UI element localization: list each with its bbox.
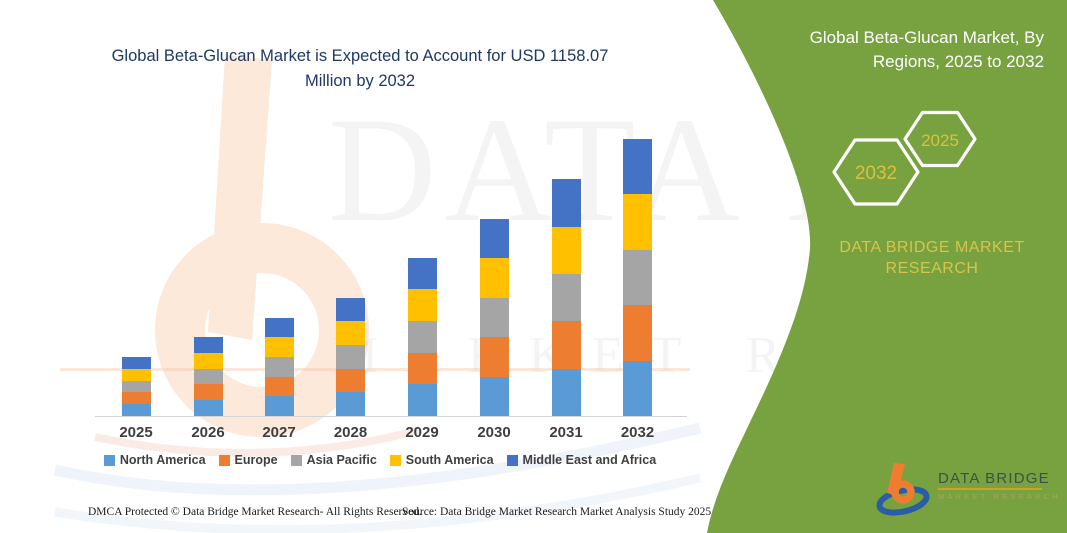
x-label-2026: 2026 bbox=[191, 424, 225, 441]
segment-north-america bbox=[551, 368, 581, 416]
dbmr-logo: DATA BRIDGE MARKET RESEARCH bbox=[876, 462, 1058, 516]
segment-europe bbox=[121, 392, 151, 405]
segment-europe bbox=[623, 305, 652, 361]
legend-item-asia-pacific: Asia Pacific bbox=[290, 453, 377, 467]
segment-south-america bbox=[336, 321, 365, 345]
bar-2031 bbox=[551, 179, 581, 416]
hexagon-2025 bbox=[903, 110, 977, 168]
segment-asia-pacific bbox=[407, 320, 437, 353]
legend-label-north-america: North America bbox=[119, 453, 206, 467]
segment-asia-pacific bbox=[623, 249, 652, 306]
segment-north-america bbox=[623, 360, 652, 416]
legend-swatch-south-america bbox=[389, 454, 401, 466]
legend-item-europe: Europe bbox=[218, 453, 278, 467]
brand-line-1: DATA BRIDGE MARKET bbox=[839, 239, 1025, 256]
bar-2030 bbox=[479, 218, 509, 416]
bar-2029 bbox=[407, 257, 437, 416]
segment-europe bbox=[336, 368, 365, 393]
legend-swatch-north-america bbox=[103, 454, 115, 466]
dbmr-logo-icon bbox=[876, 463, 930, 516]
segment-north-america bbox=[479, 376, 509, 416]
segment-north-america bbox=[336, 392, 365, 416]
legend-label-europe: Europe bbox=[234, 453, 278, 467]
hexagon-2025-label: 2025 bbox=[921, 131, 959, 150]
segment-europe bbox=[193, 384, 223, 401]
legend-label-middle-east-and-africa: Middle East and Africa bbox=[522, 453, 657, 467]
x-label-2027: 2027 bbox=[262, 424, 296, 441]
legend-item-north-america: North America bbox=[103, 453, 206, 467]
footer-dmca: DMCA Protected © Data Bridge Market Rese… bbox=[88, 506, 422, 518]
x-label-2028: 2028 bbox=[333, 424, 368, 441]
x-label-2032: 2032 bbox=[620, 424, 655, 441]
segment-asia-pacific bbox=[551, 273, 581, 322]
legend-swatch-asia-pacific bbox=[290, 454, 302, 466]
segment-europe bbox=[551, 321, 581, 369]
segment-middle-east-and-africa bbox=[479, 218, 509, 259]
segment-south-america bbox=[479, 258, 509, 298]
segment-europe bbox=[264, 376, 294, 397]
segment-north-america bbox=[264, 396, 294, 416]
segment-south-america bbox=[264, 337, 294, 357]
segment-europe bbox=[407, 352, 437, 385]
segment-north-america bbox=[121, 404, 151, 416]
segment-asia-pacific bbox=[336, 344, 365, 369]
bar-2027 bbox=[264, 317, 294, 416]
dbmr-logo-underline bbox=[938, 488, 1042, 490]
segment-middle-east-and-africa bbox=[623, 139, 652, 195]
segment-middle-east-and-africa bbox=[407, 257, 437, 290]
x-axis-line bbox=[95, 416, 687, 417]
segment-middle-east-and-africa bbox=[121, 357, 151, 369]
legend-swatch-europe bbox=[218, 454, 230, 466]
legend-item-middle-east-and-africa: Middle East and Africa bbox=[506, 453, 657, 467]
dbmr-logo-title: DATA BRIDGE bbox=[938, 470, 1050, 487]
hexagon-2032 bbox=[832, 138, 920, 206]
segment-asia-pacific bbox=[121, 380, 151, 393]
hexagon-2032-label: 2032 bbox=[855, 163, 897, 184]
legend: North America Europe Asia Pacific South Ame… bbox=[78, 453, 682, 467]
segment-south-america bbox=[407, 289, 437, 321]
x-label-2031: 2031 bbox=[549, 424, 583, 441]
segment-middle-east-and-africa bbox=[193, 337, 223, 353]
segment-europe bbox=[479, 337, 509, 377]
segment-asia-pacific bbox=[193, 368, 223, 385]
x-label-2030: 2030 bbox=[477, 424, 511, 441]
x-label-2025: 2025 bbox=[119, 424, 153, 441]
segment-north-america bbox=[193, 400, 223, 416]
bar-2028 bbox=[336, 297, 365, 416]
segment-north-america bbox=[407, 384, 437, 416]
x-label-2029: 2029 bbox=[405, 424, 439, 441]
segment-asia-pacific bbox=[479, 297, 509, 338]
brand-wordmark: DATA BRIDGE MARKET RESEARCH bbox=[812, 237, 1052, 279]
bar-2025 bbox=[121, 357, 151, 416]
bar-2032 bbox=[623, 139, 652, 416]
footer-source: Source: Data Bridge Market Research Mark… bbox=[402, 506, 712, 518]
right-panel-title: Global Beta-Glucan Market, By Regions, 2… bbox=[809, 28, 1044, 71]
segment-south-america bbox=[121, 368, 151, 381]
legend-label-south-america: South America bbox=[405, 453, 494, 467]
segment-middle-east-and-africa bbox=[551, 179, 581, 227]
segment-south-america bbox=[193, 352, 223, 369]
segment-asia-pacific bbox=[264, 357, 294, 377]
legend-swatch-middle-east-and-africa bbox=[506, 454, 518, 466]
segment-middle-east-and-africa bbox=[264, 317, 294, 338]
dbmr-logo-subtitle: MARKET RESEARCH bbox=[938, 492, 1061, 501]
segment-south-america bbox=[551, 226, 581, 274]
brand-line-2: RESEARCH bbox=[885, 260, 979, 277]
segment-middle-east-and-africa bbox=[336, 297, 365, 322]
legend-label-asia-pacific: Asia Pacific bbox=[306, 453, 377, 467]
bar-2026 bbox=[193, 337, 223, 416]
segment-south-america bbox=[623, 194, 652, 250]
legend-item-south-america: South America bbox=[389, 453, 494, 467]
